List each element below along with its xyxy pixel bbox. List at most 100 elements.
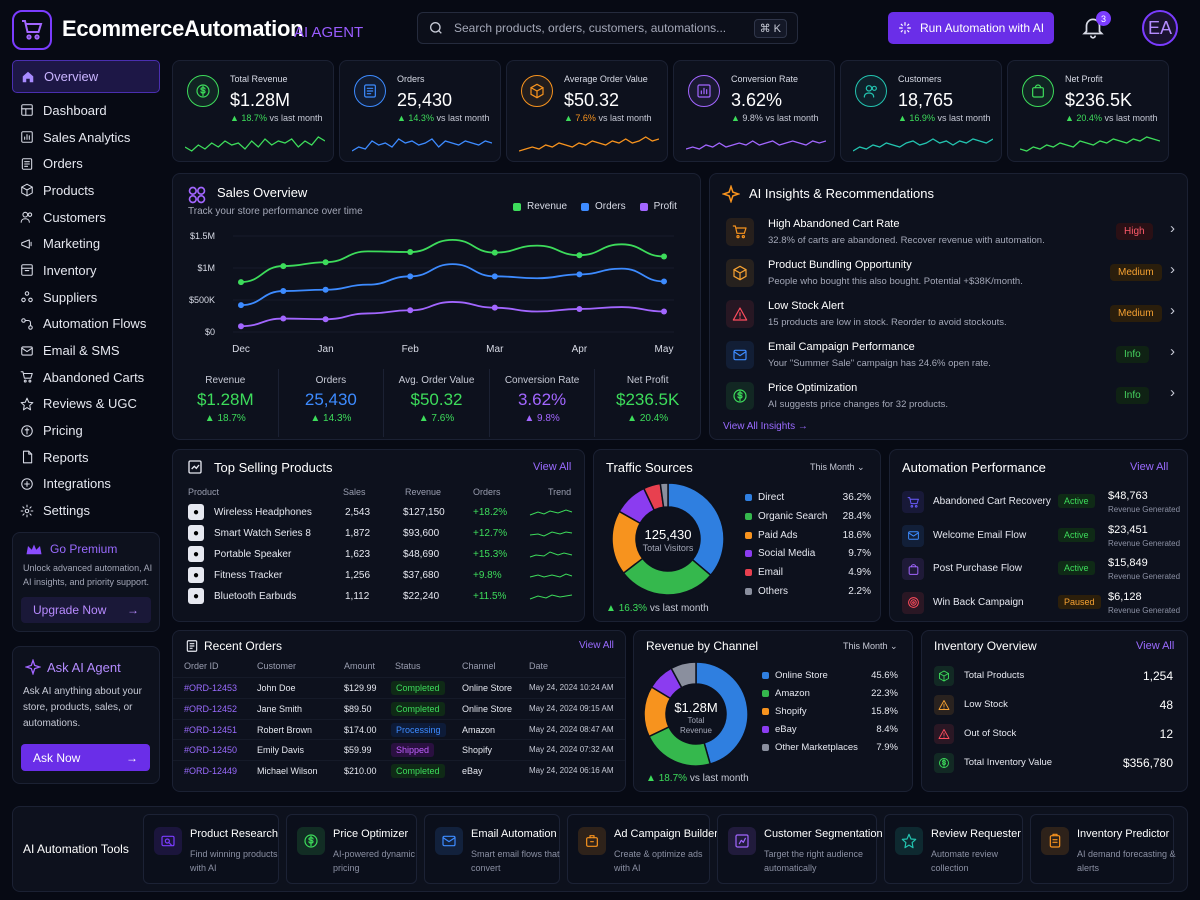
avatar[interactable]: EA: [1142, 10, 1178, 46]
tool-email-automation[interactable]: Email Automation Smart email flows that c…: [424, 814, 560, 884]
top-products-view-all[interactable]: View All: [533, 461, 572, 473]
chevron-right-icon[interactable]: ›: [1170, 384, 1175, 401]
data-point[interactable]: [280, 288, 287, 295]
table-row[interactable]: #ORD-12450 Emily Davis $59.99 Shipped Shopif…: [173, 739, 625, 759]
data-point[interactable]: [661, 308, 667, 315]
order-id-link[interactable]: #ORD-12453: [184, 683, 238, 693]
inventory-item[interactable]: Total Products 1,254: [922, 663, 1187, 689]
table-row[interactable]: ● Fitness Tracker 1,256 $37,680 +9.8%: [173, 567, 584, 587]
automation-item[interactable]: Abandoned Cart Recovery Active $48,763 Reve…: [890, 487, 1187, 517]
traffic-period-select[interactable]: This Month ⌄: [810, 462, 865, 473]
insight-item[interactable]: Product Bundling Opportunity People who b…: [718, 255, 1180, 293]
donut-slice-other-marketplaces[interactable]: [670, 662, 697, 689]
sidebar-item-inventory[interactable]: Inventory: [12, 257, 160, 284]
run-automation-button[interactable]: Run Automation with AI: [888, 12, 1054, 44]
data-point[interactable]: [238, 302, 244, 309]
tool-customer-segmentation[interactable]: Customer Segmentation Target the right au…: [717, 814, 883, 884]
table-row[interactable]: #ORD-12452 Jane Smith $89.50 Completed Onlin…: [173, 697, 625, 718]
inventory-item[interactable]: Out of Stock 12: [922, 721, 1187, 747]
sidebar-item-settings[interactable]: Settings: [12, 497, 160, 524]
data-point[interactable]: [238, 279, 244, 286]
data-point[interactable]: [576, 252, 583, 259]
table-row[interactable]: #ORD-12451 Robert Brown $174.00 Processing A…: [173, 718, 625, 739]
recent-orders-view-all[interactable]: View All: [579, 640, 614, 651]
automation-item[interactable]: Win Back Campaign Paused $6,128 Revenue Gen…: [890, 588, 1187, 618]
table-row[interactable]: ● Portable Speaker 1,623 $48,690 +15.3%: [173, 546, 584, 566]
insight-item[interactable]: High Abandoned Cart Rate 32.8% of carts a…: [718, 214, 1180, 252]
sidebar-item-orders[interactable]: Orders: [12, 150, 160, 177]
automation-item[interactable]: Welcome Email Flow Active $23,451 Revenue G…: [890, 521, 1187, 551]
notifications-button[interactable]: [1080, 14, 1108, 42]
data-point[interactable]: [491, 273, 498, 280]
inventory-item[interactable]: Low Stock 48: [922, 692, 1187, 718]
inventory-item[interactable]: Total Inventory Value $356,780: [922, 750, 1187, 776]
data-point[interactable]: [280, 263, 287, 270]
kpi-card-conversion-rate[interactable]: Conversion Rate 3.62% ▲ 9.8% vs last month: [673, 60, 835, 162]
sidebar-item-reports[interactable]: Reports: [12, 444, 160, 471]
upgrade-now-button[interactable]: Upgrade Now →: [21, 597, 151, 623]
tool-price-optimizer[interactable]: Price Optimizer AI-powered dynamic pricin…: [286, 814, 417, 884]
sidebar-item-automation-flows[interactable]: Automation Flows: [12, 311, 160, 338]
sidebar-item-dashboard[interactable]: Dashboard: [12, 97, 160, 124]
logo[interactable]: [12, 10, 52, 50]
donut-slice-direct[interactable]: [667, 483, 724, 577]
sidebar-item-sales-analytics[interactable]: Sales Analytics: [12, 124, 160, 151]
kpi-card-average-order-value[interactable]: Average Order Value $50.32 ▲ 7.6% vs last …: [506, 60, 668, 162]
sidebar-item-products[interactable]: Products: [12, 177, 160, 204]
data-point[interactable]: [322, 286, 329, 293]
data-point[interactable]: [407, 307, 414, 314]
tool-product-research[interactable]: Product Research Find winning products wi…: [143, 814, 279, 884]
order-id-link[interactable]: #ORD-12450: [184, 745, 238, 756]
data-point[interactable]: [661, 253, 667, 260]
kpi-card-net-profit[interactable]: Net Profit $236.5K ▲ 20.4% vs last month: [1007, 60, 1169, 162]
insight-item[interactable]: Email Campaign Performance Your "Summer S…: [718, 337, 1180, 375]
kpi-card-total-revenue[interactable]: Total Revenue $1.28M ▲ 18.7% vs last month: [172, 60, 334, 162]
sidebar-item-reviews-ugc[interactable]: Reviews & UGC: [12, 391, 160, 418]
data-point[interactable]: [491, 304, 498, 311]
search-bar[interactable]: ⌘ K: [417, 12, 798, 44]
tool-ad-campaign-builder[interactable]: Ad Campaign Builder Create & optimize ads…: [567, 814, 718, 884]
data-point[interactable]: [491, 249, 498, 256]
table-row[interactable]: ● Bluetooth Earbuds 1,112 $22,240 +11.5%: [173, 588, 584, 608]
chevron-right-icon[interactable]: ›: [1170, 302, 1175, 319]
sidebar-item-suppliers[interactable]: Suppliers: [12, 284, 160, 311]
chevron-right-icon[interactable]: ›: [1170, 220, 1175, 237]
inventory-view-all[interactable]: View All: [1136, 640, 1175, 652]
revenue-period-select[interactable]: This Month ⌄: [843, 641, 898, 652]
data-point[interactable]: [322, 259, 329, 266]
data-point[interactable]: [280, 315, 287, 322]
table-row[interactable]: #ORD-12453 John Doe $129.99 Completed Online…: [173, 677, 625, 697]
order-id-link[interactable]: #ORD-12451: [184, 724, 238, 735]
automation-view-all[interactable]: View All: [1130, 461, 1169, 473]
kpi-card-orders[interactable]: Orders 25,430 ▲ 14.3% vs last month: [339, 60, 501, 162]
data-point[interactable]: [576, 305, 583, 312]
tool-review-requester[interactable]: Review Requester Automate review collecti…: [884, 814, 1023, 884]
data-point[interactable]: [322, 316, 329, 323]
sidebar-item-email-sms[interactable]: Email & SMS: [12, 337, 160, 364]
data-point[interactable]: [238, 323, 244, 330]
table-row[interactable]: ● Wireless Headphones 2,543 $127,150 +18.2%: [173, 504, 584, 524]
order-id-link[interactable]: #ORD-12449: [184, 766, 238, 777]
data-point[interactable]: [407, 273, 414, 280]
ask-now-button[interactable]: Ask Now →: [21, 744, 150, 771]
sidebar-item-pricing[interactable]: Pricing: [12, 417, 160, 444]
donut-slice-online-store[interactable]: [695, 662, 748, 765]
sidebar-item-integrations[interactable]: Integrations: [12, 471, 160, 498]
search-input[interactable]: [454, 21, 754, 35]
data-point[interactable]: [407, 249, 414, 255]
data-point[interactable]: [661, 278, 667, 285]
sidebar-item-overview[interactable]: Overview: [12, 60, 160, 93]
insight-item[interactable]: Low Stock Alert 15 products are low in st…: [718, 296, 1180, 334]
sidebar-item-abandoned-carts[interactable]: Abandoned Carts: [12, 364, 160, 391]
donut-slice-others[interactable]: [659, 483, 669, 509]
insight-item[interactable]: Price Optimization AI suggests price chan…: [718, 378, 1180, 416]
table-row[interactable]: ● Smart Watch Series 8 1,872 $93,600 +12.7%: [173, 525, 584, 545]
order-id-link[interactable]: #ORD-12452: [184, 703, 238, 714]
kpi-card-customers[interactable]: Customers 18,765 ▲ 16.9% vs last month: [840, 60, 1002, 162]
table-row[interactable]: #ORD-12449 Michael Wilson $210.00 Completed…: [173, 760, 625, 780]
sidebar-item-marketing[interactable]: Marketing: [12, 230, 160, 257]
chevron-right-icon[interactable]: ›: [1170, 343, 1175, 360]
data-point[interactable]: [576, 271, 583, 278]
view-all-insights-link[interactable]: View All Insights →: [723, 421, 808, 432]
chevron-right-icon[interactable]: ›: [1170, 261, 1175, 278]
